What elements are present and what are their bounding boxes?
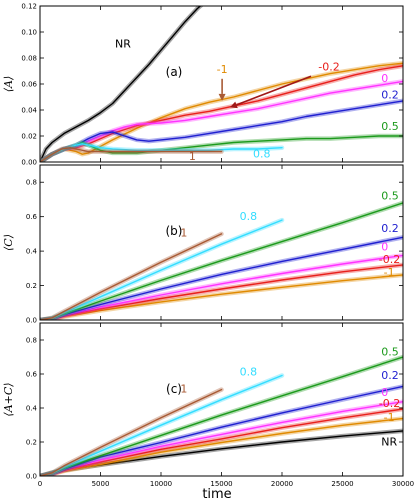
panel-a-series-minus02 [40,65,403,162]
panel-a-ytick-label: 0.10 [21,29,37,37]
panel-b-ytick-label: 0.8 [26,179,37,187]
panel-b-plot-area [40,200,403,320]
panel-b-y-axis-label: ⟨C⟩ [2,234,15,251]
panel-a-label-05: 0.5 [381,120,399,133]
panel-c-ytick-label: 0.6 [26,371,38,379]
panel-c-label-minus1: -1 [384,411,395,424]
panel-a-label-minus02: -0.2 [318,60,339,73]
panel-a-series-minus1 [40,62,403,162]
panel-b-ytick-label: 0.2 [26,282,37,290]
panel-a-ytick-label: 0.04 [21,107,37,115]
panel-c-ytick-label: 0.0 [26,473,37,481]
panel-c-y-axis-label: ⟨A+C⟩ [2,382,15,416]
panel-b-label-05: 0.5 [381,189,399,202]
arrowhead-minus02 [229,101,238,109]
panel-b-label-1: 1 [180,226,187,239]
panel-a: NR -1 -0.2 0 0.2 0.5 0.8 1 0.00 0.02 0.04 0.06 0.08 0… [2,3,404,167]
panel-b-label-minus1: -1 [384,266,395,279]
panel-b-panel-label: (b) [166,224,183,238]
panel-c-ytick-label: 0.4 [26,405,38,413]
arrow-minus02 [236,75,312,106]
panel-c-label-minus02: -0.2 [379,397,400,410]
panel-a-ytick-label: 0.02 [21,133,37,141]
panel-c: NR-1-0.200.20.50.810 5000 10000 15000 20000 2… [2,322,414,488]
panel-b: -1-0.20 0.2 0.5 0.8 1 0.0 0.2 0.4 0.6 0.8 ⟨C⟩ (b) [2,164,404,325]
panel-c-label-02: 0.2 [381,369,399,382]
panel-c-label-05: 0.5 [381,345,399,358]
panel-a-y-axis-label: ⟨A⟩ [2,76,15,93]
panel-b-ytick-label: 0.4 [26,248,38,256]
panel-a-label-08: 0.8 [253,147,271,160]
panel-b-ytick-label: 0.0 [26,317,37,325]
x-axis-label: time [202,487,231,502]
panel-a-label-NR: NR [115,38,131,51]
panel-c-series-1 [40,388,223,476]
panel-c-panel-label: (c) [166,382,182,396]
panel-b-label-0: 0 [381,240,388,253]
panel-b-label-08: 0.8 [240,210,258,223]
panel-c-ytick-label: 0.2 [26,439,37,447]
panel-b-label-02: 0.2 [381,222,399,235]
panel-c-xtick-label: 0 [38,480,42,488]
panel-c-xtick-label: 20000 [271,480,293,488]
panel-a-ytick-label: 0.08 [21,55,37,63]
panel-b-ytick-label: 0.6 [26,213,38,221]
panel-a-ytick-label: 0.00 [21,159,37,167]
panel-c-label-0: 0 [381,386,388,399]
panel-c-xtick-label: 30000 [392,480,414,488]
panel-c-label-08: 0.8 [240,366,258,379]
panel-a-series-1 [40,147,223,162]
panel-a-ytick-label: 0.06 [21,81,37,89]
panel-c-xtick-label: 10000 [150,480,172,488]
panel-a-label-1: 1 [189,150,196,163]
panel-a-plot-area [40,6,403,162]
panel-c-xtick-label: 15000 [210,480,232,488]
panel-c-label-1: 1 [180,383,187,396]
panel-a-annotations [218,75,312,109]
panel-c-label-NR: NR [381,435,397,448]
panel-c-ytick-label: 0.8 [26,337,37,345]
panel-a-panel-label: (a) [166,65,183,79]
panel-c-xtick-label: 25000 [331,480,353,488]
panel-b-series-1 [40,233,223,320]
panel-c-plot-area [40,354,403,476]
panel-a-series-NR [40,6,202,162]
panel-a-label-0: 0 [381,72,388,85]
panel-a-label-02: 0.2 [381,88,399,101]
panel-b-label-minus02: -0.2 [379,253,400,266]
arrowhead-minus1 [218,93,226,101]
panel-c-xtick-label: 5000 [92,480,110,488]
panel-a-ytick-label: 0.12 [21,3,37,11]
panel-a-series-0 [40,80,403,162]
panel-a-label-minus1: -1 [217,63,228,76]
